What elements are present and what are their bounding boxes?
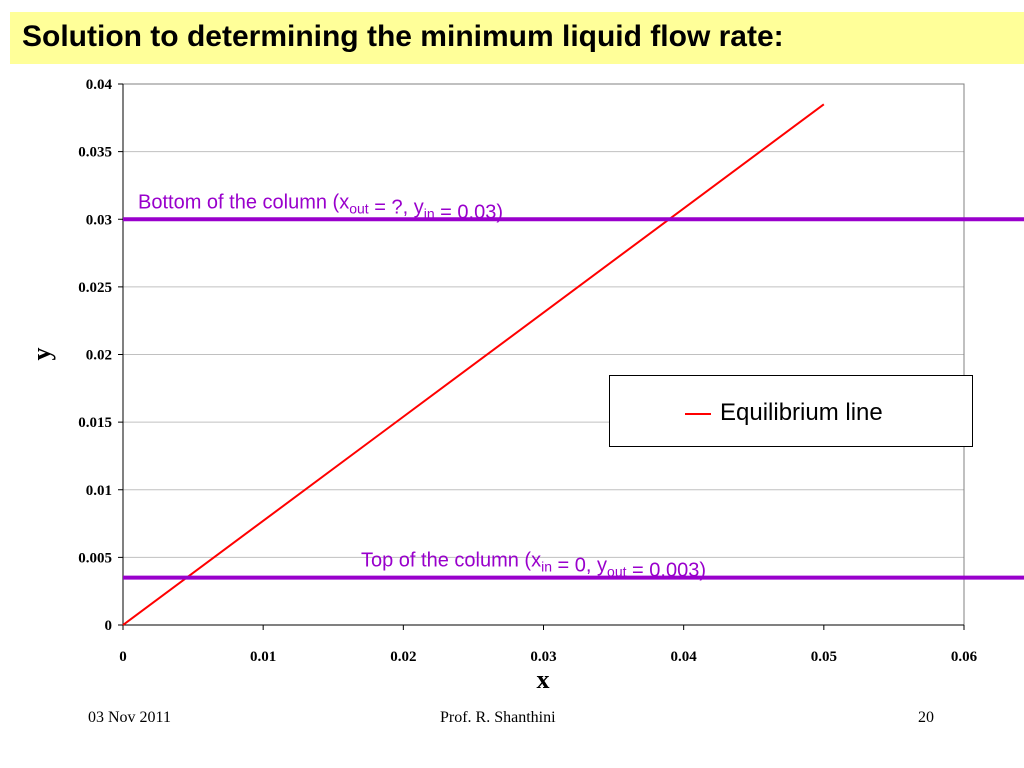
y-tick-label: 0.025 [78, 280, 112, 296]
annotations: Bottom of the column (xout = ?, yin = 0.… [138, 191, 706, 581]
legend-swatch-equilibrium-line [685, 413, 711, 415]
legend: Equilibrium line [609, 375, 973, 447]
equilibrium-line [122, 103, 825, 626]
legend-label-equilibrium-line: Equilibrium line [720, 399, 883, 426]
x-tick-labels: 0 0.01 0.02 0.03 0.04 0.05 0.06 [119, 649, 977, 665]
footer-date: 03 Nov 2011 [88, 709, 171, 726]
x-tick-label: 0.03 [530, 649, 556, 665]
y-tick-label: 0.03 [86, 212, 112, 228]
y-axis-title: y [27, 348, 56, 361]
x-tick-label: 0.01 [250, 649, 276, 665]
footer-author: Prof. R. Shanthini [440, 709, 556, 726]
grid-lines [123, 83, 964, 558]
x-tick-label: 0.06 [951, 649, 978, 665]
annotation-subscript: out [349, 200, 369, 216]
series [122, 103, 825, 626]
y-tick-label: 0.01 [86, 483, 112, 499]
x-tick-label: 0 [119, 649, 127, 665]
y-tick-label: 0 [105, 618, 113, 634]
bottom-of-column-annotation: Bottom of the column (xout = ?, yin = 0.… [138, 191, 503, 223]
annotation-subscript: in [541, 559, 552, 575]
annotation-text: Bottom of the column (x [138, 191, 349, 213]
x-tick-label: 0.04 [671, 649, 698, 665]
annotation-text: = ?, y [369, 196, 424, 218]
axes [118, 83, 965, 630]
operating-lines [123, 217, 1024, 580]
top-of-column-annotation: Top of the column (xin = 0, yout = 0.003… [361, 550, 706, 582]
annotation-text: = 0.003) [627, 560, 707, 582]
x-axis-title: x [537, 665, 550, 694]
y-tick-label: 0.005 [78, 550, 112, 566]
annotation-text: Top of the column (x [361, 550, 541, 572]
annotation-subscript: out [607, 564, 627, 580]
slide-title: Solution to determining the minimum liqu… [22, 20, 784, 53]
x-tick-label: 0.02 [390, 649, 416, 665]
x-tick-label: 0.05 [811, 649, 837, 665]
y-tick-label: 0.04 [86, 77, 113, 93]
y-tick-label: 0.015 [78, 415, 112, 431]
annotation-subscript: in [424, 205, 435, 221]
y-tick-label: 0.035 [78, 145, 112, 161]
footer-page-number: 20 [918, 709, 934, 726]
y-tick-labels: 0 0.005 0.01 0.015 0.02 0.025 0.03 0.035 0.04 [78, 77, 112, 634]
y-tick-label: 0.02 [86, 348, 112, 364]
title-bar: Solution to determining the minimum liqu… [10, 12, 1024, 64]
annotation-text: = 0.03) [435, 201, 503, 223]
annotation-text: = 0, y [552, 555, 607, 577]
